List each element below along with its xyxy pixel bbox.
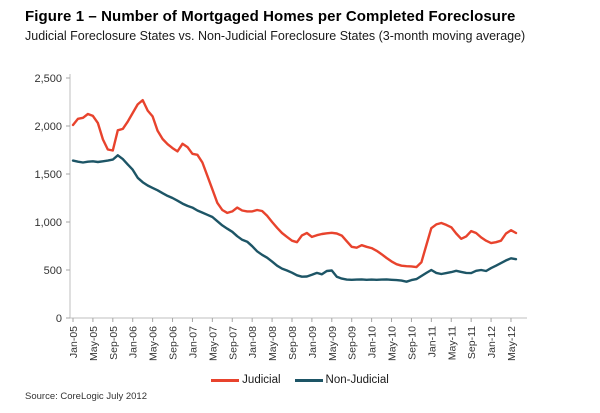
y-tick-label: 500 bbox=[44, 265, 62, 277]
judicial-line-swatch bbox=[211, 378, 240, 382]
x-tick-label: Jan-12 bbox=[486, 326, 498, 358]
x-tick-label: Sep-09 bbox=[347, 326, 359, 360]
x-tick-label: May-12 bbox=[506, 326, 518, 361]
x-tick-label: Jan-07 bbox=[187, 326, 199, 358]
chart-subtitle: Judicial Foreclosure States vs. Non-Judi… bbox=[25, 29, 526, 43]
x-tick-label: Sep-06 bbox=[168, 326, 180, 360]
y-tick-label: 2,000 bbox=[34, 121, 62, 133]
legend-item-judicial: Judicial bbox=[211, 374, 281, 386]
x-tick-label: Jan-11 bbox=[426, 326, 438, 357]
x-tick-label: Sep-10 bbox=[406, 326, 418, 360]
non-judicial-line bbox=[71, 154, 518, 283]
chart-title: Figure 1 – Number of Mortgaged Homes per… bbox=[25, 8, 516, 25]
x-tick-label: May-08 bbox=[267, 326, 279, 361]
judicial-line bbox=[71, 98, 518, 269]
x-tick-label: Jan-06 bbox=[128, 326, 140, 358]
legend-label-judicial: Judicial bbox=[242, 374, 281, 386]
x-tick-label: Sep-11 bbox=[466, 326, 478, 359]
legend-label-non-judicial: Non-Judicial bbox=[325, 374, 389, 386]
x-tick-label: Jan-10 bbox=[367, 326, 379, 358]
y-tick-label: 1,000 bbox=[34, 217, 62, 229]
x-tick-label: May-09 bbox=[327, 326, 339, 361]
x-tick-label: May-05 bbox=[88, 326, 100, 361]
x-tick-label: Sep-07 bbox=[227, 326, 239, 360]
x-tick-label: May-06 bbox=[148, 326, 160, 361]
non-judicial-line-swatch bbox=[294, 378, 323, 382]
x-tick-label: Sep-08 bbox=[287, 326, 299, 360]
source-note: Source: CoreLogic July 2012 bbox=[25, 391, 147, 402]
x-tick-label: May-10 bbox=[387, 326, 399, 361]
y-tick-label: 1,500 bbox=[34, 169, 62, 181]
x-tick-label: Jan-09 bbox=[307, 326, 319, 358]
x-tick-label: May-07 bbox=[207, 326, 219, 361]
chart-legend: Judicial Non-Judicial bbox=[0, 374, 600, 386]
x-tick-label: Jan-08 bbox=[247, 326, 259, 358]
legend-item-non-judicial: Non-Judicial bbox=[294, 374, 389, 386]
y-tick-label: 2,500 bbox=[34, 73, 62, 85]
y-tick-label: 0 bbox=[56, 313, 62, 325]
x-tick-label: Jan-05 bbox=[68, 326, 80, 358]
x-tick-label: Sep-05 bbox=[108, 326, 120, 360]
x-tick-label: May-11 bbox=[446, 326, 458, 360]
